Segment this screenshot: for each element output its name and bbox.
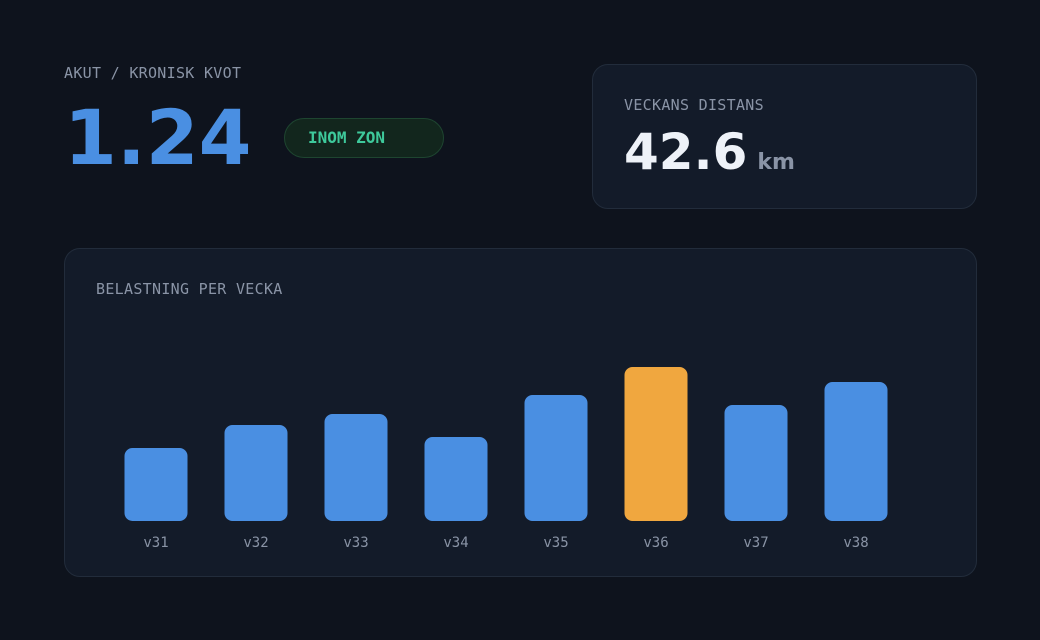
distance-unit: km xyxy=(757,150,795,175)
zone-badge: INOM ZON xyxy=(284,118,444,158)
ratio-label: AKUT / KRONISK KVOT xyxy=(64,64,242,82)
x-tick-label: v38 xyxy=(843,535,868,551)
distance-label: VECKANS DISTANS xyxy=(624,96,764,114)
x-tick-label: v34 xyxy=(443,535,468,551)
bar xyxy=(724,405,788,521)
x-tick-label: v36 xyxy=(643,535,668,551)
bar xyxy=(824,382,888,521)
x-tick-label: v32 xyxy=(243,535,268,551)
chart-title: BELASTNING PER VECKA xyxy=(96,280,283,298)
x-tick-label: v33 xyxy=(343,535,368,551)
bar xyxy=(224,425,288,521)
bar xyxy=(124,448,188,521)
x-tick-label: v31 xyxy=(143,535,168,551)
chart: v31 v32 v33 v34 v35 v36 v37 v38 xyxy=(124,367,888,551)
distance-row: 42.6 km xyxy=(624,123,795,181)
distance-card: VECKANS DISTANS 42.6 km xyxy=(592,64,977,209)
bar xyxy=(424,437,488,521)
distance-value: 42.6 xyxy=(624,123,748,181)
bar xyxy=(624,367,688,521)
chart-card: BELASTNING PER VECKA v31 v32 v33 v34 v35 v36 v… xyxy=(64,248,977,577)
bar xyxy=(524,395,588,521)
ratio-value: 1.24 xyxy=(64,93,252,182)
bar xyxy=(324,414,388,521)
x-tick-label: v35 xyxy=(543,535,568,551)
x-tick-label: v37 xyxy=(743,535,768,551)
